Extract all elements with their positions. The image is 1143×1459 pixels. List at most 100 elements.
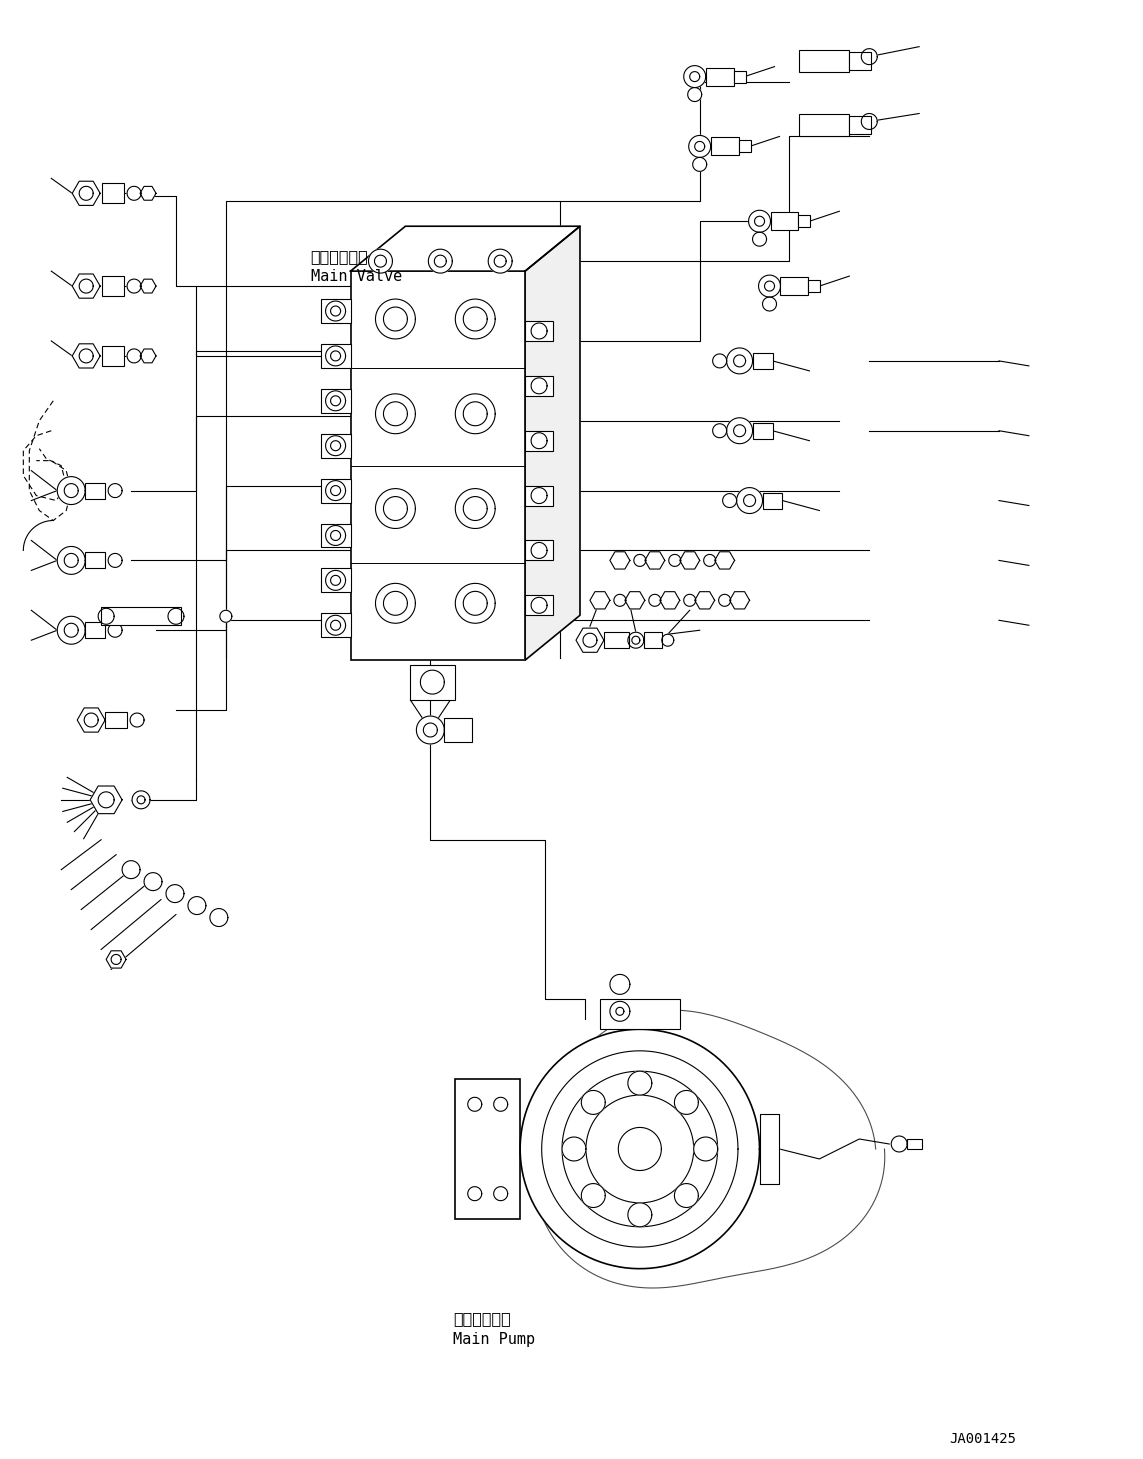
Polygon shape — [351, 226, 580, 271]
Bar — [102, 184, 125, 203]
Polygon shape — [525, 226, 580, 659]
Bar — [102, 276, 125, 296]
Polygon shape — [614, 594, 626, 607]
Polygon shape — [649, 594, 661, 607]
Polygon shape — [127, 187, 141, 200]
Text: メインポンプ: メインポンプ — [454, 1312, 511, 1326]
Bar — [101, 607, 181, 626]
Polygon shape — [760, 1115, 780, 1183]
Bar — [525, 486, 553, 506]
Polygon shape — [862, 48, 878, 64]
Bar — [445, 718, 472, 743]
Bar — [320, 299, 351, 322]
Bar — [849, 51, 871, 70]
Polygon shape — [628, 1071, 652, 1096]
Polygon shape — [662, 635, 673, 646]
Bar — [600, 999, 680, 1029]
Polygon shape — [693, 158, 706, 171]
Polygon shape — [219, 610, 232, 622]
Polygon shape — [122, 861, 141, 878]
Bar — [908, 1139, 922, 1150]
Polygon shape — [57, 477, 86, 505]
Bar — [705, 67, 734, 86]
Polygon shape — [727, 417, 752, 444]
Polygon shape — [79, 187, 94, 200]
Polygon shape — [72, 181, 101, 206]
Bar — [102, 346, 125, 366]
Polygon shape — [421, 670, 445, 694]
Polygon shape — [684, 66, 705, 88]
Polygon shape — [531, 487, 547, 503]
Polygon shape — [713, 423, 727, 438]
Polygon shape — [368, 249, 392, 273]
Polygon shape — [759, 276, 781, 298]
Polygon shape — [704, 554, 716, 566]
Polygon shape — [455, 394, 495, 433]
Bar — [320, 479, 351, 502]
Polygon shape — [762, 298, 776, 311]
Polygon shape — [326, 525, 345, 546]
Polygon shape — [583, 633, 597, 648]
Bar — [799, 216, 810, 228]
Polygon shape — [729, 592, 750, 608]
Bar — [752, 423, 773, 439]
Polygon shape — [625, 592, 645, 608]
Polygon shape — [57, 547, 86, 575]
Polygon shape — [467, 1097, 481, 1112]
Bar — [711, 137, 738, 156]
Bar — [799, 114, 849, 137]
Bar — [770, 212, 799, 231]
Polygon shape — [674, 1090, 698, 1115]
Polygon shape — [669, 554, 681, 566]
Polygon shape — [187, 897, 206, 915]
Bar — [781, 277, 808, 295]
Polygon shape — [168, 608, 184, 624]
Bar — [752, 353, 773, 369]
Polygon shape — [494, 1097, 507, 1112]
Bar — [86, 553, 105, 569]
Polygon shape — [645, 552, 665, 569]
Bar — [105, 712, 127, 728]
Polygon shape — [130, 713, 144, 727]
Bar — [734, 70, 745, 83]
Polygon shape — [684, 594, 696, 607]
Polygon shape — [455, 584, 495, 623]
Bar — [644, 632, 662, 648]
Bar — [849, 117, 871, 134]
Polygon shape — [688, 88, 702, 102]
Polygon shape — [166, 884, 184, 903]
Polygon shape — [106, 951, 126, 969]
Bar — [320, 524, 351, 547]
Polygon shape — [210, 909, 227, 926]
Text: メインバルブ: メインバルブ — [311, 249, 368, 264]
Polygon shape — [674, 1183, 698, 1208]
Polygon shape — [694, 1137, 718, 1161]
Polygon shape — [326, 480, 345, 500]
Polygon shape — [590, 592, 610, 608]
Polygon shape — [628, 1202, 652, 1227]
Polygon shape — [144, 872, 162, 890]
Bar — [320, 433, 351, 458]
Bar — [604, 632, 629, 648]
Polygon shape — [610, 975, 630, 995]
Polygon shape — [582, 1090, 606, 1115]
Polygon shape — [98, 608, 114, 624]
Bar — [351, 271, 525, 659]
Polygon shape — [141, 187, 155, 200]
Bar — [410, 665, 455, 700]
Bar — [86, 622, 105, 638]
Polygon shape — [85, 713, 98, 727]
Polygon shape — [455, 489, 495, 528]
Polygon shape — [610, 1001, 630, 1021]
Polygon shape — [111, 954, 121, 964]
Polygon shape — [531, 597, 547, 613]
Bar — [525, 376, 553, 395]
Polygon shape — [79, 349, 94, 363]
Polygon shape — [689, 136, 711, 158]
Polygon shape — [416, 716, 445, 744]
Polygon shape — [326, 616, 345, 635]
Polygon shape — [141, 279, 155, 293]
Polygon shape — [520, 1029, 760, 1269]
Polygon shape — [98, 792, 114, 808]
Polygon shape — [127, 279, 141, 293]
